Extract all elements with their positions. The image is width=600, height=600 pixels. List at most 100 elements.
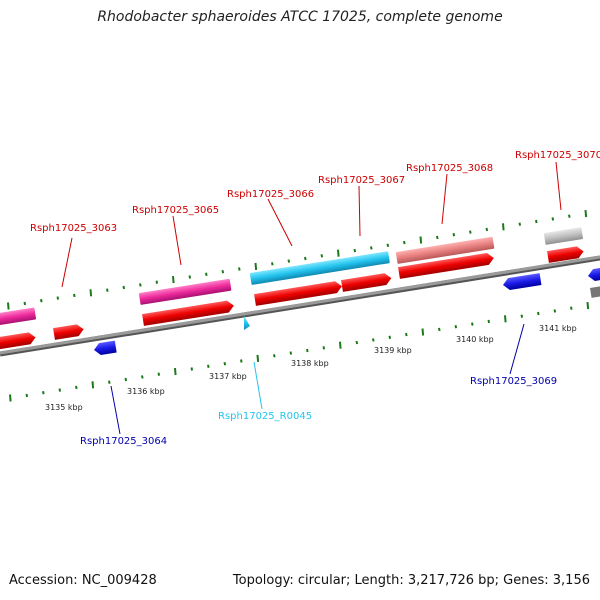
tick-minor	[372, 338, 375, 342]
cds-arrow	[254, 281, 342, 306]
tick-minor	[568, 214, 571, 218]
tick-major	[9, 394, 12, 402]
gene-label: Rsph17025_3063	[30, 223, 117, 234]
gene-labels: Rsph17025_3063 Rsph17025_3065 Rsph17025_…	[30, 150, 600, 447]
feature-gray	[543, 227, 584, 245]
tick-minor	[141, 375, 144, 379]
tick-label: 3139 kbp	[374, 346, 412, 355]
cds-arrow	[398, 252, 494, 279]
feature-track-outer	[0, 227, 584, 327]
tick-major	[172, 276, 175, 284]
tick-minor	[386, 243, 390, 247]
tick-minor	[157, 372, 161, 376]
tick-major	[91, 381, 95, 389]
gene-label: Rsph17025_3064	[80, 436, 167, 447]
tick-minor	[289, 351, 293, 355]
tick-minor	[405, 332, 408, 337]
tick-minor	[56, 296, 60, 300]
gene-label: Rsph17025_R0045	[218, 411, 312, 422]
tick-minor	[471, 322, 474, 326]
tick-minor	[485, 227, 489, 232]
tick-major	[174, 368, 177, 376]
cds-arrow	[341, 273, 392, 292]
tick-major	[7, 302, 10, 310]
tick-major	[584, 210, 588, 218]
tick-minor	[537, 311, 540, 316]
tick-minor	[223, 362, 227, 366]
tick-major	[256, 354, 260, 362]
cds-arrow	[0, 332, 36, 351]
tick-minor	[370, 246, 373, 250]
rrna-marker	[244, 316, 250, 330]
feature-rrna-bar	[249, 251, 390, 285]
tick-minor	[388, 335, 392, 339]
tick-minor	[452, 233, 456, 237]
tick-minor	[188, 275, 192, 279]
tick-label: 3137 kbp	[209, 372, 247, 381]
tick-minor	[122, 285, 126, 290]
tick-label: 3135 kbp	[45, 403, 83, 412]
tick-minor	[520, 314, 524, 318]
tick-major	[421, 328, 425, 336]
gene-label: Rsph17025_3069	[470, 376, 557, 387]
tick-label: 3140 kbp	[456, 335, 494, 344]
gene-label: Rsph17025_3066	[227, 189, 314, 200]
cds-minus-arrow	[503, 273, 542, 290]
tick-minor	[205, 272, 208, 276]
tick-minor	[304, 256, 307, 261]
gene-label: Rsph17025_3068	[406, 163, 493, 174]
tick-minor	[23, 301, 27, 306]
tick-minor	[190, 367, 194, 371]
feature-pink	[395, 236, 495, 264]
tick-marks-bottom	[9, 302, 590, 402]
tick-label: 3136 kbp	[127, 387, 165, 396]
tick-minor	[438, 327, 441, 332]
tick-minor	[271, 262, 274, 266]
tick-major	[419, 236, 423, 244]
gene-label: Rsph17025_3067	[318, 175, 405, 186]
gene-label: Rsph17025_3065	[132, 205, 219, 216]
tick-minor	[273, 354, 276, 358]
tick-minor	[322, 346, 326, 350]
tick-minor	[320, 254, 324, 258]
tick-major	[337, 249, 340, 257]
cds-minus-arrow	[588, 266, 600, 281]
tick-labels: 3135 kbp 3136 kbp 3137 kbp 3138 kbp 3139…	[45, 324, 577, 412]
label-leader-lines	[61, 161, 562, 435]
tick-minor	[353, 248, 357, 253]
feature-magenta-left	[0, 307, 37, 327]
tick-minor	[306, 348, 309, 353]
cds-minus-arrow	[94, 340, 117, 355]
tick-minor	[73, 293, 76, 298]
tick-major	[339, 341, 342, 349]
gene-label: Rsph17025_3070	[515, 150, 600, 161]
tick-minor	[518, 222, 522, 226]
cds-arrow	[53, 324, 84, 340]
tick-marks-top	[7, 210, 588, 310]
tick-minor	[238, 267, 241, 271]
tick-minor	[436, 235, 439, 240]
tick-major	[502, 223, 505, 231]
tick-major	[504, 315, 507, 323]
tick-minor	[221, 270, 225, 274]
tick-minor	[551, 217, 555, 221]
tick-minor	[535, 219, 538, 224]
cds-track-plus	[0, 246, 584, 351]
tick-minor	[40, 299, 43, 303]
tick-minor	[403, 240, 406, 245]
tick-major	[254, 262, 258, 270]
tick-minor	[124, 377, 128, 382]
feature-magenta	[138, 278, 232, 305]
cds-track-minus	[94, 266, 600, 355]
tick-minor	[108, 380, 111, 384]
cds-arrow	[547, 246, 584, 263]
tick-major	[586, 302, 590, 310]
tick-minor	[469, 230, 472, 234]
tick-minor	[139, 283, 142, 287]
tick-minor	[570, 306, 573, 310]
tick-minor	[207, 364, 210, 368]
tick-minor	[240, 359, 243, 363]
tick-minor	[287, 259, 291, 263]
tick-minor	[106, 288, 109, 292]
